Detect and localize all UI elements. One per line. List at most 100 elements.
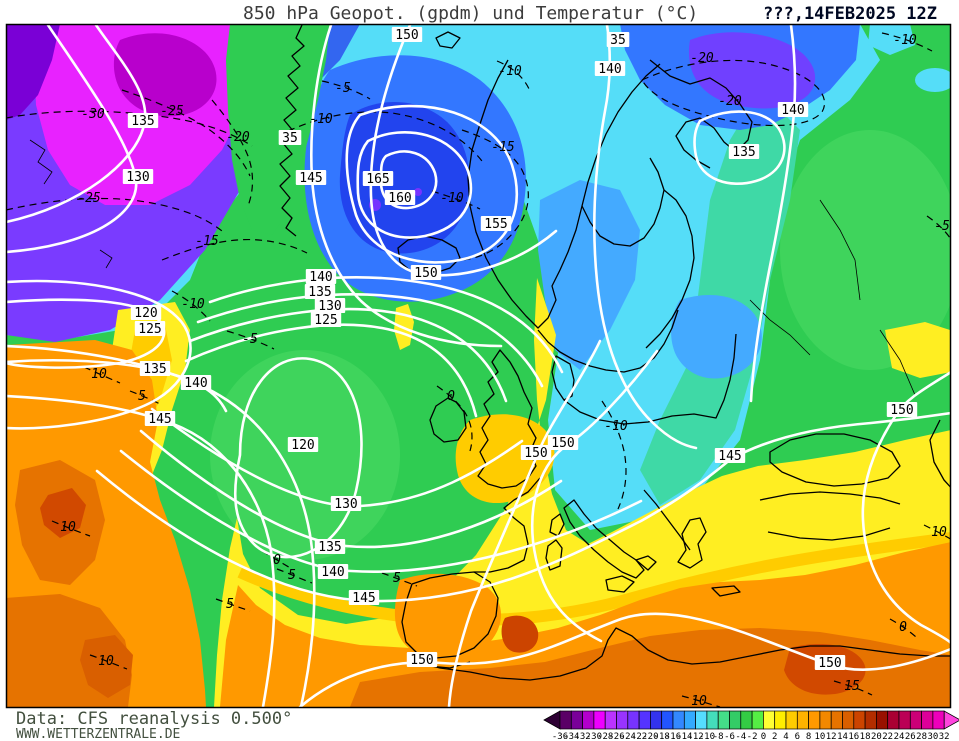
- svg-text:135: 135: [131, 114, 154, 129]
- legend-tick: 20: [871, 732, 882, 741]
- legend-segment: [559, 710, 572, 730]
- run-datestamp: ???,14FEB2025 12Z: [763, 4, 937, 24]
- geopotential-label: 150: [406, 652, 438, 668]
- legend-segment: [853, 710, 866, 730]
- legend-tick: -22: [631, 732, 647, 741]
- svg-text:165: 165: [366, 172, 389, 187]
- svg-text:135: 135: [143, 362, 166, 377]
- temperature-legend: -36 -34 -32 -30 -28 -26 -24 -22 -20 -18 -16 -14 -12-…: [532, 709, 959, 741]
- legend-tick: 32: [939, 732, 950, 741]
- legend-segment: [593, 710, 606, 730]
- legend-segment: [763, 710, 776, 730]
- geopotential-label: 35: [606, 32, 630, 48]
- temperature-label: 5: [288, 568, 296, 583]
- svg-text:140: 140: [598, 62, 621, 77]
- legend-tick: 6: [795, 732, 800, 741]
- map-canvas: 150 35 140 140 135 135 130 35 145 165 160 155 150 140…: [5, 23, 952, 709]
- geopotential-label: 145: [295, 170, 327, 186]
- svg-text:150: 150: [524, 446, 547, 461]
- temperature-label: 0: [899, 620, 907, 635]
- svg-text:120: 120: [134, 306, 157, 321]
- temperature-label: -10: [893, 33, 917, 48]
- svg-text:125: 125: [138, 322, 161, 337]
- geopotential-label: 145: [144, 411, 176, 427]
- svg-text:35: 35: [610, 33, 626, 48]
- temperature-label: -15: [195, 234, 219, 249]
- legend-tick: -6: [724, 732, 735, 741]
- legend-tick: -20: [642, 732, 658, 741]
- geopotential-label: 135: [139, 361, 171, 377]
- geopotential-label: 135: [314, 539, 346, 555]
- legend-segment: [729, 710, 742, 730]
- legend-tick: 14: [837, 732, 848, 741]
- temperature-label: 10: [91, 367, 107, 382]
- temperature-label: 10: [931, 525, 947, 540]
- geopotential-label: 150: [547, 435, 579, 451]
- svg-text:155: 155: [484, 217, 507, 232]
- legend-tick: 30: [927, 732, 938, 741]
- geopotential-label: 35: [278, 130, 302, 146]
- temperature-label: -5: [242, 332, 258, 347]
- legend-segment: [570, 710, 583, 730]
- legend-segment: [683, 710, 696, 730]
- legend-segment: [796, 710, 809, 730]
- legend-segment: [909, 710, 922, 730]
- legend-segment: [672, 710, 685, 730]
- data-source-label: Data: CFS reanalysis 0.500°: [16, 709, 293, 729]
- svg-text:120: 120: [291, 438, 314, 453]
- legend-tick: 16: [848, 732, 859, 741]
- geopotential-label: 165: [362, 171, 394, 187]
- legend-tick: -14: [676, 732, 692, 741]
- geopotential-label: 140: [317, 564, 349, 580]
- legend-tick: -10: [699, 732, 715, 741]
- geopotential-label: 150: [886, 402, 918, 418]
- temperature-label: 5: [393, 571, 401, 586]
- temperature-label: -10: [181, 297, 205, 312]
- legend-tick: 0: [761, 732, 766, 741]
- svg-text:130: 130: [318, 299, 341, 314]
- temperature-label: -25: [160, 104, 184, 119]
- legend-segment: [864, 710, 877, 730]
- svg-text:145: 145: [299, 171, 322, 186]
- legend-segment: [706, 710, 719, 730]
- geopotential-label: 130: [330, 496, 362, 512]
- legend-segment: [740, 710, 753, 730]
- legend-tick: 18: [860, 732, 871, 741]
- svg-text:145: 145: [148, 412, 171, 427]
- temperature-label: -5: [934, 219, 950, 234]
- legend-segment: [842, 710, 855, 730]
- website-label: WWW.WETTERZENTRALE.DE: [16, 727, 181, 741]
- temperature-label: 0: [447, 389, 455, 404]
- legend-segment: [627, 710, 640, 730]
- temperature-label: -10: [309, 112, 333, 127]
- svg-text:145: 145: [718, 449, 741, 464]
- geopotential-label: 150: [814, 655, 846, 671]
- svg-text:150: 150: [410, 653, 433, 668]
- legend-segment: [751, 710, 764, 730]
- svg-text:140: 140: [321, 565, 344, 580]
- legend-segment: [876, 710, 889, 730]
- geopotential-label: 140: [180, 375, 212, 391]
- legend-tick: -30: [586, 732, 602, 741]
- legend-tick: -8: [713, 732, 724, 741]
- geopotential-label: 135: [728, 144, 760, 160]
- legend-segment: [661, 710, 674, 730]
- svg-text:140: 140: [781, 103, 804, 118]
- legend-segment: [932, 710, 945, 730]
- geopotential-label: 150: [410, 265, 442, 281]
- temperature-label: -5: [335, 81, 351, 96]
- legend-tick: -34: [563, 732, 579, 741]
- legend-tick: 24: [894, 732, 905, 741]
- geopotential-label: 150: [391, 27, 423, 43]
- legend-segment: [638, 710, 651, 730]
- geopotential-label: 120: [130, 305, 162, 321]
- temperature-label: 15: [844, 679, 860, 694]
- temperature-label: -10: [440, 191, 464, 206]
- temperature-label: 0: [273, 553, 281, 568]
- geopotential-label: 130: [122, 169, 154, 185]
- legend-segment: [604, 710, 617, 730]
- temperature-label: -10: [604, 419, 628, 434]
- legend-tick: 22: [882, 732, 893, 741]
